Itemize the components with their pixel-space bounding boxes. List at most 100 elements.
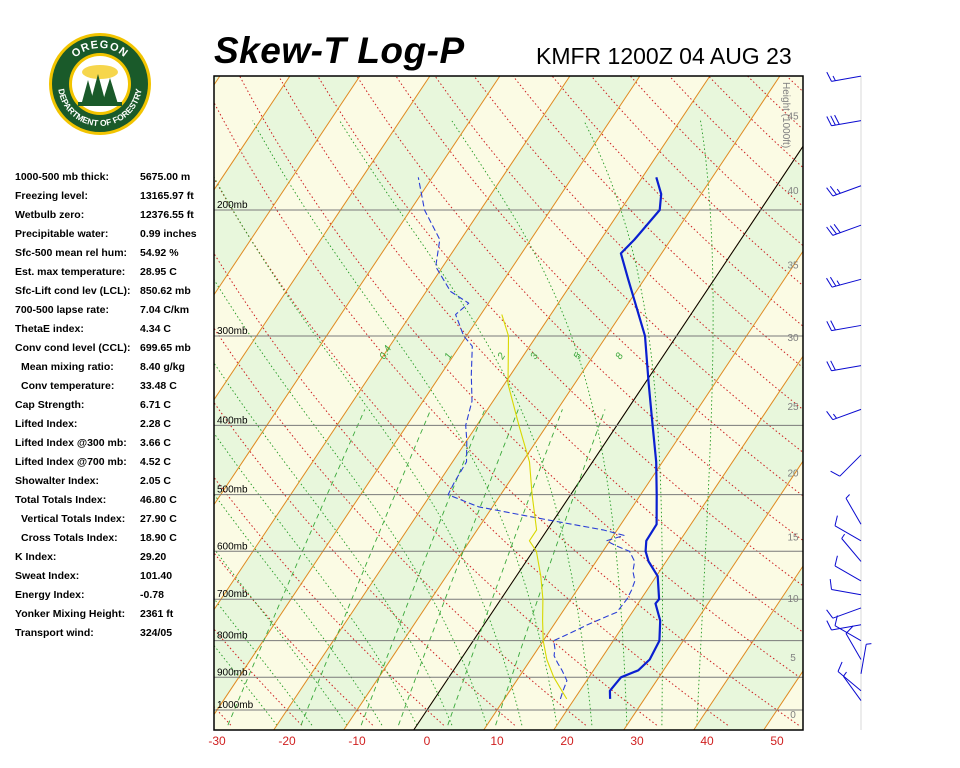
index-label: Yonker Mixing Height: bbox=[15, 608, 126, 620]
height-tick-label: 20 bbox=[787, 469, 799, 480]
mixing-ratio-label: 5 bbox=[572, 351, 585, 362]
wind-barb-staff bbox=[831, 624, 862, 631]
index-row: Cap Strength: 6.71 C bbox=[15, 396, 215, 415]
dry-adiabat bbox=[214, 177, 728, 726]
dewpoint-data-point bbox=[466, 440, 467, 441]
index-label: Showalter Index: bbox=[15, 475, 100, 487]
temperature-data-point bbox=[656, 177, 657, 178]
temperature-data-point bbox=[610, 698, 611, 699]
isotherm-line bbox=[693, 565, 803, 730]
dry-adiabat bbox=[214, 705, 232, 726]
dewpoint-data-point bbox=[471, 401, 472, 402]
dry-adiabat bbox=[0, 0, 160, 725]
index-label: 700-500 lapse rate: bbox=[15, 304, 109, 316]
height-tick-label: 45 bbox=[787, 111, 799, 122]
wind-barb-flag bbox=[834, 114, 840, 125]
isobar-label: 200mb bbox=[217, 200, 248, 211]
dewpoint-data-point bbox=[424, 209, 425, 210]
dewpoint-data-point bbox=[623, 535, 624, 536]
index-value: 6.71 C bbox=[140, 399, 171, 411]
temperature-data-point bbox=[609, 690, 610, 691]
isotherm-line bbox=[214, 76, 361, 296]
wind-barb-half-flag bbox=[845, 494, 850, 499]
index-value: 54.92 % bbox=[140, 247, 179, 259]
dewpoint-data-point bbox=[631, 590, 632, 591]
parcel-data-point bbox=[536, 529, 537, 530]
temperature-data-point bbox=[657, 576, 658, 577]
index-label: Energy Index: bbox=[15, 589, 85, 601]
mixing-ratio-line bbox=[300, 409, 432, 726]
isotherm-line bbox=[623, 460, 803, 730]
index-label: ThetaE index: bbox=[15, 323, 84, 335]
isotherm-line bbox=[0, 76, 10, 730]
wind-barb-flag bbox=[829, 225, 837, 235]
dewpoint-data-point bbox=[561, 670, 562, 671]
wind-barb-flag bbox=[826, 361, 832, 372]
dewpoint-data-point bbox=[606, 540, 607, 541]
temperature-data-point bbox=[659, 640, 660, 641]
wind-barb bbox=[837, 661, 862, 692]
wind-barb-staff bbox=[831, 120, 862, 127]
isotherm-line bbox=[214, 76, 571, 611]
wind-barb-flag bbox=[837, 661, 843, 672]
temperature-data-point bbox=[659, 599, 660, 600]
index-row: 700-500 lapse rate: 7.04 C/km bbox=[15, 301, 215, 320]
wind-barb bbox=[826, 276, 862, 288]
dewpoint-data-point bbox=[603, 529, 604, 530]
index-value: 8.40 g/kg bbox=[140, 361, 185, 373]
mixing-ratio-line bbox=[227, 409, 366, 726]
wind-barb bbox=[829, 579, 862, 596]
temperature-data-point bbox=[655, 603, 656, 604]
temperature-data-point bbox=[659, 209, 660, 210]
x-tick-label: 10 bbox=[490, 734, 504, 748]
dewpoint-profile-line bbox=[417, 177, 636, 700]
wind-barb-flag bbox=[834, 515, 838, 526]
dewpoint-data-point bbox=[450, 291, 451, 292]
wind-barb-half-flag bbox=[833, 413, 837, 419]
index-value: 5675.00 m bbox=[140, 171, 191, 183]
mixing-ratio-line bbox=[398, 409, 519, 726]
index-label: Sfc-500 mean rel hum: bbox=[15, 247, 128, 259]
wind-barb bbox=[826, 224, 862, 236]
parcel-data-point bbox=[532, 494, 533, 495]
dewpoint-data-point bbox=[560, 698, 561, 699]
parcel-data-point bbox=[518, 425, 519, 426]
parcel-data-point bbox=[529, 540, 530, 541]
parcel-data-point bbox=[542, 620, 543, 621]
temperature-data-point bbox=[656, 524, 657, 525]
temperature-data-point bbox=[638, 670, 639, 671]
index-row: Cross Totals Index: 18.90 C bbox=[15, 529, 215, 548]
temperature-data-point bbox=[620, 677, 621, 678]
temperature-data-point bbox=[648, 561, 649, 562]
wind-barb-flag bbox=[826, 609, 834, 619]
wind-barb-flag bbox=[826, 277, 833, 288]
parcel-data-point bbox=[529, 461, 530, 462]
index-value: 699.65 mb bbox=[140, 342, 191, 354]
dry-adiabat bbox=[473, 76, 803, 411]
index-label: 1000-500 mb thick: bbox=[15, 171, 109, 183]
temperature-data-point bbox=[634, 239, 635, 240]
height-tick-label: 10 bbox=[787, 594, 799, 605]
index-row: Conv temperature: 33.48 C bbox=[15, 377, 215, 396]
wind-barb-staff bbox=[831, 75, 862, 82]
temperature-data-point bbox=[613, 685, 614, 686]
index-label: Conv temperature: bbox=[21, 380, 115, 392]
oregon-forestry-logo: OREGON DEPARTMENT OF FORESTRY bbox=[49, 33, 151, 135]
dewpoint-data-point bbox=[463, 335, 464, 336]
wind-barb-staff bbox=[837, 671, 862, 692]
index-row: 1000-500 mb thick: 5675.00 m bbox=[15, 168, 215, 187]
x-tick-label: -30 bbox=[208, 734, 226, 748]
index-value: 18.90 C bbox=[140, 532, 177, 544]
index-value: 13165.97 ft bbox=[140, 190, 194, 202]
index-value: 3.66 C bbox=[140, 437, 171, 449]
isobar-label: 300mb bbox=[217, 326, 248, 337]
dewpoint-data-point bbox=[587, 624, 588, 625]
height-axis-label: Height (1000ft) bbox=[780, 82, 791, 148]
isotherm-line bbox=[214, 76, 221, 86]
wind-barb bbox=[826, 114, 862, 127]
wind-barb bbox=[826, 320, 862, 332]
mixing-ratio-line bbox=[447, 409, 563, 726]
wind-barb-flag bbox=[826, 411, 834, 420]
temperature-data-point bbox=[661, 194, 662, 195]
parcel-data-point bbox=[508, 335, 509, 336]
